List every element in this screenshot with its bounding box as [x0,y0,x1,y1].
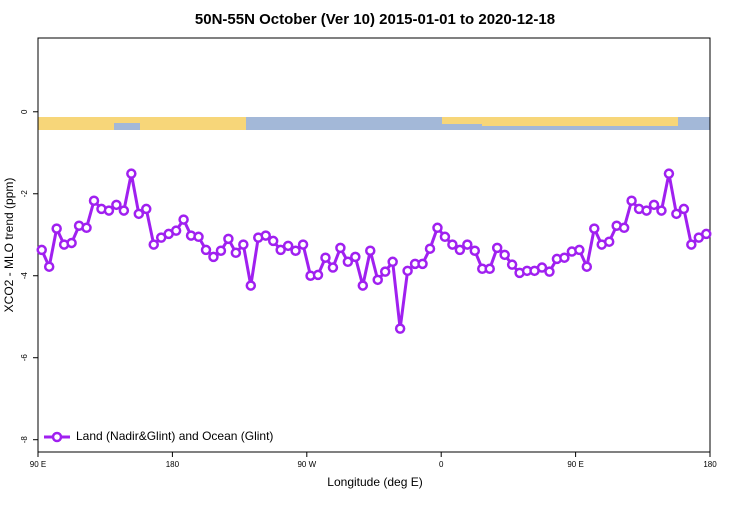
data-point [312,269,324,281]
data-point [133,208,145,220]
land-ocean-strip [38,117,710,130]
data-point [43,261,55,272]
y-axis-label: XCO2 - MLO trend (ppm) [2,178,16,313]
x-tick-label: 90 W [297,460,316,469]
data-point [297,239,309,250]
data-point [342,256,354,268]
data-point [88,195,100,206]
data-point [432,222,443,234]
data-point [491,242,503,254]
data-point [350,251,361,263]
data-point [193,231,204,243]
data-point [245,280,257,291]
data-point [402,265,413,277]
data-point [357,280,369,291]
data-point [589,223,600,234]
legend-marker [51,431,63,443]
data-point [148,239,159,250]
data-point [454,244,466,256]
x-tick-label: 0 [439,460,444,469]
data-point [663,168,675,179]
data-point [282,240,294,252]
data-point [387,256,398,268]
data-point [603,236,615,247]
data-point [200,244,212,256]
data-point [365,245,376,256]
data-point [536,262,548,273]
data-point [118,205,130,216]
data-point [559,252,570,263]
data-point [290,245,301,256]
x-tick-label: 90 E [567,460,583,469]
data-point [648,199,660,211]
data-point [223,233,234,245]
data-point [327,262,339,273]
data-point [260,230,271,241]
data-point [320,252,331,263]
data-point [656,205,667,216]
data-point [36,244,47,256]
y-tick-label: 0 [20,109,29,114]
data-point [641,205,652,216]
data-point [335,242,346,254]
data-point [379,266,391,277]
data-point [208,251,219,263]
data-point [447,239,458,250]
data-point [626,195,637,206]
data-point [275,244,286,256]
y-tick-label: -2 [20,190,29,198]
data-point [267,235,279,247]
data-point [372,274,383,286]
data-point [701,228,712,240]
data-point [126,168,137,179]
data-point [394,323,406,334]
data-point [686,239,697,250]
x-tick-label: 180 [166,460,180,469]
data-point [618,222,630,234]
y-tick-label: -4 [20,272,29,280]
data-point [141,203,152,215]
data-point [81,222,92,234]
data-point [484,263,495,275]
data-point [178,214,189,225]
legend-label: Land (Nadir&Glint) and Ocean (Glint) [76,429,273,443]
data-point [170,225,182,236]
data-point [103,205,115,216]
data-point [671,208,682,220]
data-point [462,239,473,250]
y-tick-label: -6 [20,354,29,362]
data-point [581,261,593,272]
data-point [215,245,227,256]
y-tick-label: -8 [20,436,29,444]
x-tick-label: 90 E [30,460,46,469]
data-point [111,199,122,211]
data-point [417,258,428,270]
data-point [424,243,436,254]
plot-frame [37,37,711,453]
data-point [51,223,62,234]
data-point [66,237,77,249]
data-point [499,249,510,261]
x-tick-label: 180 [703,460,717,469]
data-point [238,239,249,250]
data-point [544,266,555,277]
data-point [574,244,585,256]
data-point [469,245,481,256]
data-point [439,231,451,243]
data-point [230,247,242,259]
data-point [678,203,690,215]
data-point [506,259,518,270]
x-axis-label: Longitude (deg E) [327,475,422,489]
chart-title: 50N-55N October (Ver 10) 2015-01-01 to 2… [195,11,555,28]
